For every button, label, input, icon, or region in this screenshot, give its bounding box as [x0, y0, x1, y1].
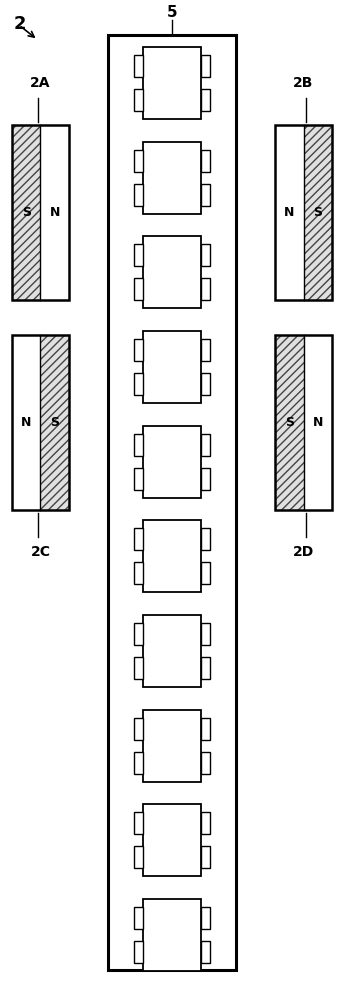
Bar — [201, 150, 210, 172]
Text: 2B: 2B — [293, 76, 314, 90]
Bar — [201, 941, 210, 963]
Bar — [134, 373, 143, 395]
Bar — [275, 125, 332, 300]
Bar — [12, 125, 41, 300]
Bar — [275, 335, 332, 510]
Bar — [303, 125, 332, 300]
Bar — [201, 907, 210, 929]
Bar — [134, 339, 143, 361]
Bar — [201, 623, 210, 645]
Bar — [201, 55, 210, 77]
Bar — [201, 528, 210, 550]
Text: 2: 2 — [14, 15, 26, 33]
Bar — [201, 657, 210, 679]
Bar — [12, 335, 69, 510]
Bar — [134, 623, 143, 645]
Bar — [108, 35, 236, 970]
Bar — [12, 125, 69, 300]
Text: 2C: 2C — [31, 545, 51, 559]
Bar — [108, 35, 236, 970]
Bar — [134, 184, 143, 206]
Bar — [143, 899, 201, 971]
Text: N: N — [50, 206, 60, 219]
Bar — [134, 941, 143, 963]
Text: N: N — [313, 416, 323, 429]
Bar — [134, 812, 143, 834]
Bar — [134, 244, 143, 266]
Bar — [143, 47, 201, 119]
Text: S: S — [50, 416, 59, 429]
Text: 2A: 2A — [30, 76, 51, 90]
Bar — [12, 125, 69, 300]
Bar — [143, 804, 201, 876]
Bar — [12, 335, 69, 510]
Bar — [201, 89, 210, 111]
Bar — [134, 657, 143, 679]
Bar — [201, 184, 210, 206]
Bar — [275, 335, 304, 510]
Bar — [134, 55, 143, 77]
Bar — [134, 907, 143, 929]
Bar — [201, 278, 210, 300]
Bar — [143, 710, 201, 782]
Text: 5: 5 — [167, 5, 177, 20]
Bar — [134, 752, 143, 774]
Bar — [143, 520, 201, 592]
Bar — [201, 468, 210, 490]
Bar — [134, 718, 143, 740]
Text: N: N — [21, 416, 31, 429]
Bar — [134, 562, 143, 584]
Bar — [201, 244, 210, 266]
Bar — [143, 615, 201, 687]
Bar — [143, 426, 201, 498]
Bar — [201, 373, 210, 395]
Bar — [134, 434, 143, 456]
Text: S: S — [22, 206, 31, 219]
Bar — [134, 528, 143, 550]
Bar — [41, 335, 69, 510]
Bar — [143, 331, 201, 403]
Text: 2D: 2D — [293, 545, 314, 559]
Bar — [201, 434, 210, 456]
Text: N: N — [284, 206, 294, 219]
Bar — [275, 335, 332, 510]
Bar — [201, 562, 210, 584]
Text: S: S — [313, 206, 322, 219]
Bar — [134, 846, 143, 868]
Bar — [134, 278, 143, 300]
Bar — [201, 846, 210, 868]
Bar — [275, 125, 332, 300]
Bar — [201, 339, 210, 361]
Bar — [143, 236, 201, 308]
Bar — [201, 752, 210, 774]
Bar — [134, 468, 143, 490]
Bar — [201, 718, 210, 740]
Bar — [201, 812, 210, 834]
Bar — [134, 89, 143, 111]
Bar — [134, 150, 143, 172]
Text: S: S — [285, 416, 294, 429]
Bar — [143, 142, 201, 214]
